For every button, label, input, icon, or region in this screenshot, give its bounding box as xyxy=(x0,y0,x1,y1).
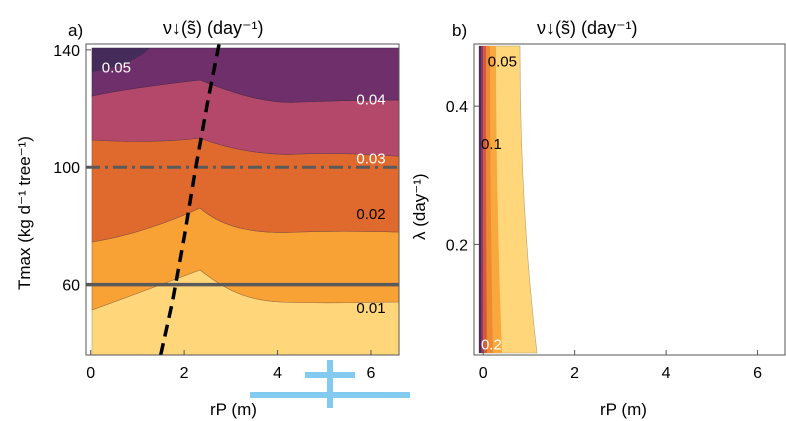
contour-label: 0.01 xyxy=(356,300,385,317)
contour-label: 0.2 xyxy=(481,337,502,354)
panel-a-frame xyxy=(85,43,400,356)
x-tick-label-b: 4 xyxy=(662,365,671,382)
panel-b-ylabel: λ (day⁻¹) xyxy=(410,173,429,240)
panel-b-xlabel: rP (m) xyxy=(600,400,647,419)
x-tick-label-b: 2 xyxy=(570,365,579,382)
y-tick-label-a: 100 xyxy=(53,160,80,177)
panel-b-contour-bands: 0.05 0.1 0.2 xyxy=(478,45,538,354)
contour-labels-a: 0.05 0.04 0.03 0.02 0.01 xyxy=(102,59,386,317)
panel-a-xlabel: rP (m) xyxy=(210,400,257,419)
panel-a-label: a) xyxy=(68,21,83,40)
panel-b: 0.05 0.1 0.2 0 2 4 6 0.2 0.4 b) ν↓(s̃) (day⁻¹) xyxy=(446,18,786,382)
panel-a-contour-bands: 0.05 0.04 0.03 0.02 0.01 xyxy=(86,44,399,355)
watermark-logo xyxy=(250,360,410,408)
contour-label: 0.05 xyxy=(488,53,517,70)
dashed-curve-layer xyxy=(158,44,221,355)
x-tick-label-a: 2 xyxy=(180,365,189,382)
contour-label: 0.05 xyxy=(102,59,131,76)
panel-a-title: ν↓(s̃) (day⁻¹) xyxy=(163,18,264,38)
x-tick-label-a: 0 xyxy=(86,365,95,382)
panel-b-axes: 0 2 4 6 0.2 0.4 xyxy=(446,99,762,382)
x-tick-label-b: 0 xyxy=(479,365,488,382)
band-dark-corner xyxy=(92,48,150,72)
contour-label: 0.1 xyxy=(481,136,502,153)
dashed-curve xyxy=(158,44,221,355)
panel-b-label: b) xyxy=(452,21,467,40)
contour-labels-b: 0.05 0.1 0.2 xyxy=(481,53,517,353)
band-0p05-plus xyxy=(91,47,399,103)
band-b-purple xyxy=(479,46,481,353)
contour-label: 0.03 xyxy=(356,150,385,167)
panel-b-title: ν↓(s̃) (day⁻¹) xyxy=(537,18,638,38)
panel-a: 0.05 0.04 0.03 0.02 0.01 0 2 4 6 60 100 140 a) ν↓(… xyxy=(53,18,400,382)
panel-b-frame xyxy=(473,43,786,356)
panel-a-axes: 0 2 4 6 60 100 140 xyxy=(53,43,375,382)
contour-label: 0.02 xyxy=(356,206,385,223)
x-tick-label-a: 4 xyxy=(273,365,282,382)
y-tick-label-b: 0.2 xyxy=(446,237,468,254)
x-tick-label-a: 6 xyxy=(367,365,376,382)
x-tick-label-b: 6 xyxy=(753,365,762,382)
contour-label: 0.04 xyxy=(356,92,385,109)
reference-lines xyxy=(86,165,399,287)
y-tick-label-b: 0.4 xyxy=(446,99,468,116)
y-tick-label-a: 60 xyxy=(62,278,80,295)
panel-a-ylabel: Tmax (kg d⁻¹ tree⁻¹) xyxy=(15,136,34,290)
y-tick-label-a: 140 xyxy=(53,43,80,60)
